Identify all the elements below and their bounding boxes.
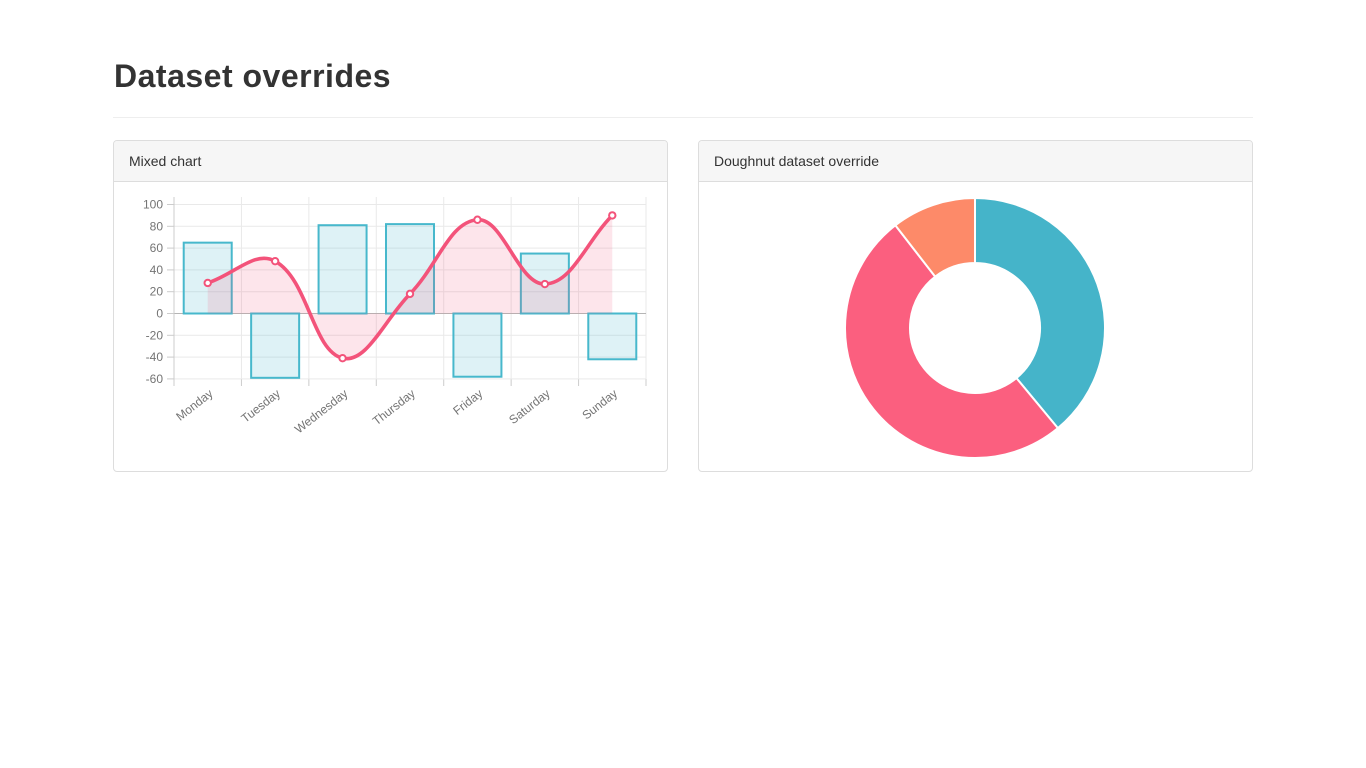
panel-mixed-chart: Mixed chart 100 80 60 40 20 0 -20 -40 -60 Monday T… bbox=[113, 140, 668, 472]
doughnut-segments bbox=[844, 197, 1106, 459]
svg-text:Friday: Friday bbox=[450, 386, 485, 418]
doughnut-segment bbox=[974, 197, 1106, 430]
title-divider bbox=[113, 117, 1253, 118]
page-title: Dataset overrides bbox=[114, 58, 392, 94]
svg-text:Wednesday: Wednesday bbox=[292, 386, 350, 436]
svg-text:Monday: Monday bbox=[173, 386, 215, 423]
svg-text:Thursday: Thursday bbox=[370, 386, 418, 428]
panel-mixed-title: Mixed chart bbox=[129, 153, 202, 169]
doughnut-chart-canvas bbox=[844, 197, 1106, 459]
line-series bbox=[203, 211, 617, 363]
panel-mixed-heading: Mixed chart bbox=[114, 141, 667, 182]
doughnut-segment bbox=[844, 224, 1059, 459]
svg-text:Sunday: Sunday bbox=[579, 386, 620, 422]
svg-text:40: 40 bbox=[150, 263, 164, 277]
panel-doughnut-title: Doughnut dataset override bbox=[714, 153, 879, 169]
mixed-chart-canvas: 100 80 60 40 20 0 -20 -40 -60 Monday Tuesday Wednes… bbox=[143, 197, 647, 436]
panel-doughnut-heading: Doughnut dataset override bbox=[699, 141, 1252, 182]
svg-text:-20: -20 bbox=[146, 328, 164, 342]
panel-doughnut-body bbox=[699, 182, 1252, 471]
svg-text:-40: -40 bbox=[146, 350, 164, 364]
svg-text:0: 0 bbox=[156, 307, 163, 321]
svg-text:60: 60 bbox=[150, 241, 164, 255]
bar-series bbox=[182, 223, 638, 379]
svg-text:-60: -60 bbox=[146, 372, 164, 386]
x-axis-labels: Monday Tuesday Wednesday Thursday Friday Satu… bbox=[173, 386, 620, 436]
y-axis-labels: 100 80 60 40 20 0 -20 -40 -60 bbox=[143, 198, 163, 386]
svg-text:Tuesday: Tuesday bbox=[238, 386, 283, 425]
panel-doughnut-chart: Doughnut dataset override bbox=[698, 140, 1253, 472]
doughnut-segment bbox=[894, 197, 976, 278]
svg-text:Saturday: Saturday bbox=[506, 386, 552, 427]
svg-text:100: 100 bbox=[143, 198, 163, 212]
svg-text:80: 80 bbox=[150, 219, 164, 233]
svg-text:20: 20 bbox=[150, 285, 164, 299]
panel-mixed-body: 100 80 60 40 20 0 -20 -40 -60 Monday Tuesday Wednes… bbox=[114, 182, 667, 471]
